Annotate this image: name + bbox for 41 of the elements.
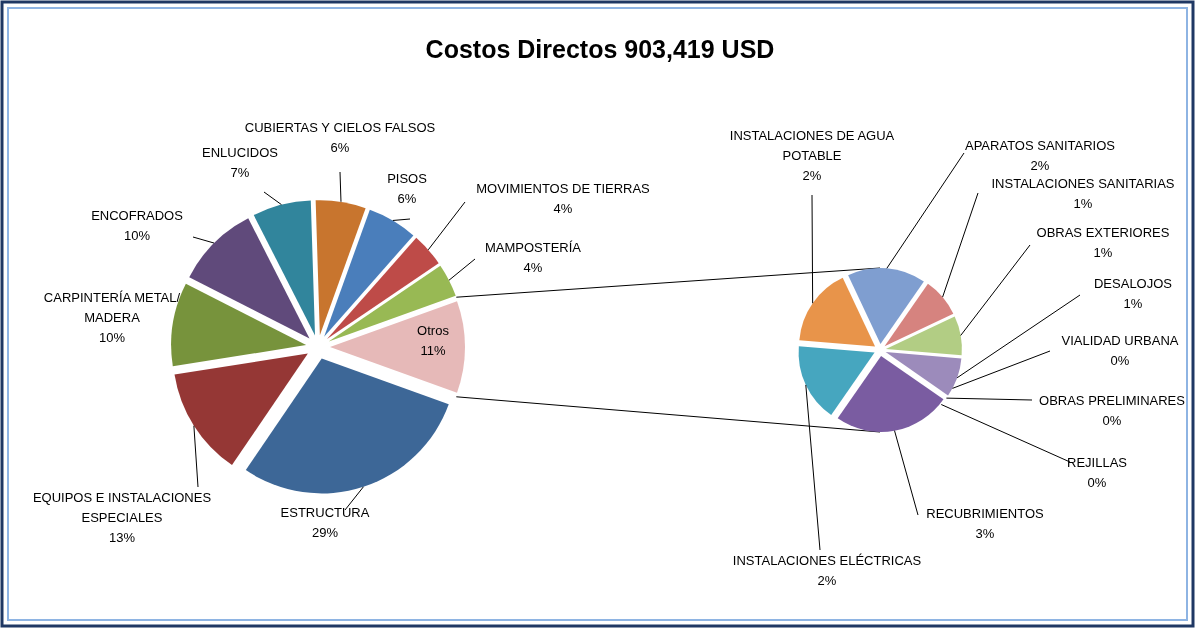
data-label: 2% — [1030, 158, 1050, 173]
data-label: 3% — [975, 526, 995, 541]
slice-label: ENCOFRADOS — [91, 208, 184, 223]
chart-title: Costos Directos 903,419 USD — [425, 35, 775, 63]
data-label: 1% — [1123, 296, 1143, 311]
slice-label: CUBIERTAS Y CIELOS FALSOS — [244, 120, 436, 135]
category-label: OBRAS PRELIMINARES — [1039, 393, 1185, 408]
category-label: VIALIDAD URBANA — [1061, 333, 1179, 348]
slice-label: OBRAS EXTERIORES — [1036, 225, 1170, 240]
data-label: 13% — [108, 530, 136, 545]
slice-label: RECUBRIMIENTOS — [926, 506, 1045, 521]
text: 0% — [1110, 353, 1130, 368]
slice-label: ENLUCIDOS — [202, 145, 279, 160]
data-label: 6% — [397, 191, 417, 206]
text: 0% — [1102, 413, 1122, 428]
slice-label: PISOS — [387, 171, 428, 186]
data-label: 11% — [420, 343, 446, 358]
slice-label: INSTALACIONES SANITARIAS — [991, 176, 1175, 191]
slice-label: DESALOJOS — [1093, 276, 1173, 291]
data-label: 10% — [123, 228, 151, 243]
slice-label: Otros — [417, 323, 450, 338]
slice-label: EQUIPOS E INSTALACIONES ESPECIALES — [32, 490, 212, 525]
data-label: 2% — [802, 168, 822, 183]
data-label: 1% — [1073, 196, 1093, 211]
slice-label: INSTALACIONES DE AGUA POTABLE — [729, 128, 895, 163]
slice-label: INSTALACIONES ELÉCTRICAS — [732, 553, 922, 568]
data-label: 6% — [330, 140, 350, 155]
data-label: 29% — [311, 525, 339, 540]
data-label: 1% — [1093, 245, 1113, 260]
slice-label: CARPINTERÍA METAL/ MADERA — [43, 290, 181, 325]
text: 0% — [1087, 475, 1107, 490]
data-label: 7% — [230, 165, 250, 180]
slice-label: APARATOS SANITARIOS — [964, 138, 1116, 153]
data-label: 10% — [98, 330, 126, 345]
slice-label: MAMPOSTERÍA — [484, 240, 582, 255]
data-label: 4% — [523, 260, 543, 275]
data-label: 4% — [553, 201, 573, 216]
data-label: 2% — [817, 573, 837, 588]
slice-label: ESTRUCTURA — [280, 505, 370, 520]
category-label: REJILLAS — [1067, 455, 1127, 470]
slice-label: MOVIMIENTOS DE TIERRAS — [476, 181, 651, 196]
